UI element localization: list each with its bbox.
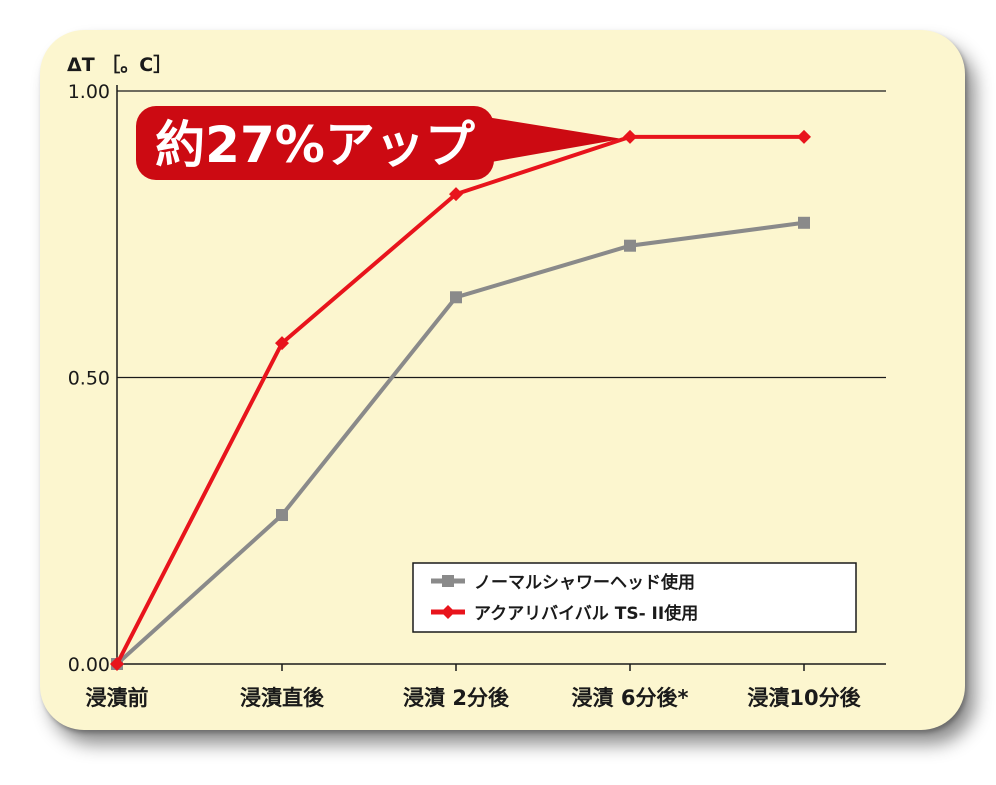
line-chart: ΔT ［。C］ 0.00 0.50 1.00 浸漬前 浸漬直後 浸漬 2分後 浸漬 6分後… xyxy=(67,53,886,710)
data-point-aqua xyxy=(797,129,811,144)
legend-marker-aqua xyxy=(441,605,455,619)
data-point-aqua xyxy=(275,336,289,351)
callout-pointer xyxy=(480,116,622,164)
annotation-callout: 約27%アップ xyxy=(136,106,622,180)
y-tick-0.50: 0.50 xyxy=(68,368,110,390)
callout-text: 約27%アップ xyxy=(155,116,475,174)
data-point-normal xyxy=(624,239,636,252)
axes xyxy=(116,85,886,671)
data-point-normal xyxy=(276,509,288,522)
data-point-normal xyxy=(450,291,462,304)
data-point-aqua xyxy=(623,129,637,144)
gridlines xyxy=(117,90,886,379)
x-tick-label: 浸漬直後 xyxy=(240,686,325,710)
legend-box xyxy=(412,562,857,633)
data-point-normal xyxy=(798,216,810,229)
data-point-aqua xyxy=(110,657,124,671)
data-point-aqua xyxy=(449,187,463,202)
x-tick-label: 浸漬 2分後 xyxy=(403,686,510,710)
callout-box xyxy=(136,106,494,180)
legend-label-normal: ノーマルシャワーヘッド使用 xyxy=(474,572,695,593)
y-tick-0.00: 0.00 xyxy=(68,654,110,676)
y-tick-1.00: 1.00 xyxy=(68,81,110,103)
chart-card: ΔT ［。C］ 0.00 0.50 1.00 浸漬前 浸漬直後 浸漬 2分後 浸漬 6分後… xyxy=(40,30,965,730)
x-tick-label: 浸漬10分後 xyxy=(747,686,861,710)
x-tick-label: 浸漬 6分後* xyxy=(572,686,689,710)
legend-marker-normal xyxy=(442,575,454,587)
series-lines xyxy=(110,129,811,671)
x-tick-labels: 浸漬前 浸漬直後 浸漬 2分後 浸漬 6分後* 浸漬10分後 xyxy=(86,686,862,710)
legend: ノーマルシャワーヘッド使用 アクアリバイバル TS- II使用 xyxy=(412,562,857,633)
y-tick-labels: 0.00 0.50 1.00 xyxy=(68,81,110,676)
y-axis-label: ΔT ［。C］ xyxy=(67,53,172,76)
x-tick-label: 浸漬前 xyxy=(86,686,149,710)
legend-label-aqua: アクアリバイバル TS- II使用 xyxy=(474,603,698,624)
